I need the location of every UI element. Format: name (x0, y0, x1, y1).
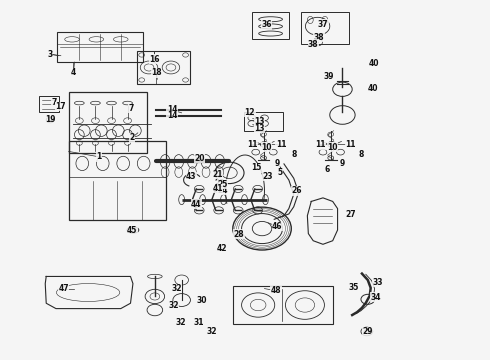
Text: 11: 11 (315, 140, 325, 149)
Text: 40: 40 (368, 84, 378, 93)
Text: 37: 37 (318, 20, 328, 29)
Text: 13: 13 (254, 117, 265, 126)
Text: 12: 12 (245, 108, 255, 117)
Text: 17: 17 (55, 102, 66, 111)
Bar (233, 286, 333, 324)
Text: 48: 48 (271, 286, 281, 295)
Text: 6: 6 (324, 165, 329, 174)
Text: 33: 33 (372, 278, 383, 287)
Text: 45: 45 (127, 226, 137, 235)
Bar (57, 32, 143, 62)
Text: 5: 5 (277, 168, 283, 177)
Text: 32: 32 (169, 301, 179, 310)
Text: 14: 14 (167, 105, 177, 114)
Bar (69, 92, 147, 153)
Text: 3: 3 (48, 50, 53, 59)
Text: 30: 30 (197, 296, 207, 305)
Text: 9: 9 (274, 159, 280, 168)
Text: 14: 14 (167, 111, 177, 120)
Text: 8: 8 (291, 150, 296, 159)
Text: 32: 32 (175, 318, 186, 327)
Text: 4: 4 (71, 68, 76, 77)
Bar (137, 51, 191, 84)
Text: 7: 7 (128, 104, 134, 113)
Text: 43: 43 (186, 172, 196, 181)
Text: 24: 24 (218, 185, 228, 194)
Text: 39: 39 (323, 72, 334, 81)
Text: 7: 7 (51, 98, 57, 107)
Text: 27: 27 (345, 210, 356, 219)
Text: 29: 29 (363, 327, 373, 336)
Text: 22: 22 (215, 179, 225, 188)
Text: 9: 9 (340, 159, 345, 168)
Text: 16: 16 (149, 55, 160, 64)
Bar (244, 112, 283, 131)
Bar (69, 141, 166, 220)
Text: 32: 32 (207, 327, 217, 336)
Text: 47: 47 (58, 284, 69, 293)
Text: 38: 38 (308, 40, 319, 49)
Text: 40: 40 (368, 59, 379, 68)
Text: 10: 10 (327, 143, 338, 152)
Text: 19: 19 (45, 116, 55, 125)
Text: 11: 11 (276, 140, 286, 149)
Bar (252, 12, 289, 39)
Text: 13: 13 (254, 124, 265, 133)
Text: 34: 34 (370, 293, 381, 302)
Text: 10: 10 (261, 143, 271, 152)
Text: 41: 41 (213, 184, 223, 193)
Text: 38: 38 (314, 33, 324, 42)
Text: 11: 11 (345, 140, 355, 149)
Text: 11: 11 (247, 140, 258, 149)
Text: 44: 44 (191, 200, 201, 209)
Text: 1: 1 (96, 152, 101, 161)
Text: 26: 26 (292, 186, 302, 195)
Text: 25: 25 (218, 180, 228, 189)
Text: 18: 18 (151, 68, 162, 77)
Text: 28: 28 (234, 230, 245, 239)
Text: 36: 36 (261, 21, 271, 30)
Text: 20: 20 (194, 154, 204, 163)
Text: 42: 42 (217, 244, 227, 253)
Bar (39, 96, 59, 112)
Text: 46: 46 (272, 222, 282, 231)
Bar (300, 12, 349, 44)
Text: 35: 35 (349, 283, 359, 292)
Text: 32: 32 (172, 284, 182, 293)
Text: 31: 31 (194, 318, 204, 327)
Text: 23: 23 (262, 172, 272, 181)
Text: 8: 8 (358, 150, 364, 159)
Text: 2: 2 (129, 133, 135, 142)
Text: 15: 15 (251, 163, 262, 172)
Text: 21: 21 (213, 171, 223, 180)
